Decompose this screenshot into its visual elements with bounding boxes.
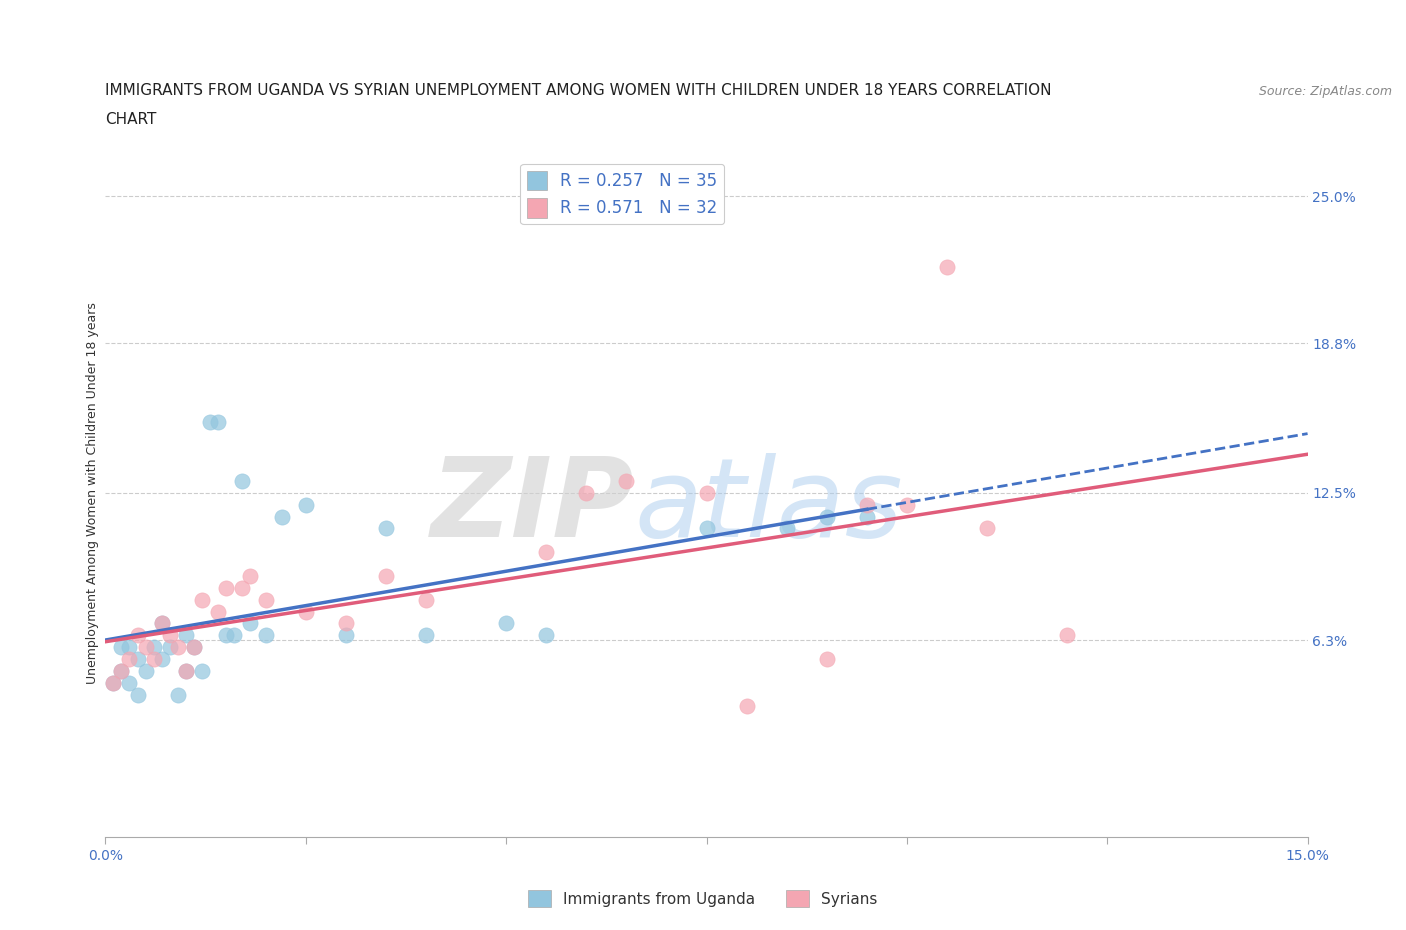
- Point: [198, 414, 221, 429]
- Point: [118, 675, 141, 690]
- Text: Source: ZipAtlas.com: Source: ZipAtlas.com: [1258, 85, 1392, 98]
- Legend: R = 0.257   N = 35, R = 0.571   N = 32: R = 0.257 N = 35, R = 0.571 N = 32: [520, 164, 724, 224]
- Point: [174, 628, 197, 643]
- Point: [174, 663, 197, 678]
- Point: [150, 616, 173, 631]
- Point: [166, 640, 188, 655]
- Point: [534, 628, 557, 643]
- Point: [735, 699, 758, 714]
- Point: [222, 628, 245, 643]
- Point: [110, 640, 132, 655]
- Point: [166, 687, 188, 702]
- Point: [415, 592, 437, 607]
- Point: [142, 652, 165, 667]
- Point: [150, 652, 173, 667]
- Point: [207, 414, 229, 429]
- Point: [415, 628, 437, 643]
- Point: [239, 616, 262, 631]
- Point: [254, 628, 277, 643]
- Point: [214, 628, 236, 643]
- Point: [150, 616, 173, 631]
- Point: [127, 652, 149, 667]
- Point: [159, 640, 181, 655]
- Point: [103, 675, 125, 690]
- Point: [118, 640, 141, 655]
- Point: [142, 640, 165, 655]
- Point: [118, 652, 141, 667]
- Point: [696, 485, 718, 500]
- Point: [174, 663, 197, 678]
- Text: ZIP: ZIP: [430, 453, 634, 560]
- Point: [335, 628, 357, 643]
- Point: [815, 510, 838, 525]
- Text: IMMIGRANTS FROM UGANDA VS SYRIAN UNEMPLOYMENT AMONG WOMEN WITH CHILDREN UNDER 18: IMMIGRANTS FROM UGANDA VS SYRIAN UNEMPLO…: [105, 83, 1052, 98]
- Point: [616, 473, 638, 488]
- Point: [207, 604, 229, 619]
- Point: [936, 260, 959, 275]
- Point: [127, 687, 149, 702]
- Point: [183, 640, 205, 655]
- Point: [270, 510, 292, 525]
- Point: [575, 485, 598, 500]
- Point: [374, 568, 398, 583]
- Point: [855, 510, 877, 525]
- Point: [127, 628, 149, 643]
- Point: [190, 592, 212, 607]
- Point: [110, 663, 132, 678]
- Point: [776, 521, 799, 536]
- Point: [335, 616, 357, 631]
- Point: [295, 604, 318, 619]
- Point: [815, 652, 838, 667]
- Point: [495, 616, 517, 631]
- Point: [1056, 628, 1078, 643]
- Point: [231, 580, 253, 595]
- Y-axis label: Unemployment Among Women with Children Under 18 years: Unemployment Among Women with Children U…: [86, 302, 98, 684]
- Text: atlas: atlas: [634, 453, 903, 560]
- Point: [231, 473, 253, 488]
- Point: [976, 521, 998, 536]
- Point: [534, 545, 557, 560]
- Point: [183, 640, 205, 655]
- Point: [855, 498, 877, 512]
- Point: [110, 663, 132, 678]
- Point: [135, 663, 157, 678]
- Point: [696, 521, 718, 536]
- Point: [214, 580, 236, 595]
- Text: CHART: CHART: [105, 113, 157, 127]
- Point: [103, 675, 125, 690]
- Legend: Immigrants from Uganda, Syrians: Immigrants from Uganda, Syrians: [522, 884, 884, 913]
- Point: [254, 592, 277, 607]
- Point: [239, 568, 262, 583]
- Point: [135, 640, 157, 655]
- Point: [295, 498, 318, 512]
- Point: [190, 663, 212, 678]
- Point: [896, 498, 918, 512]
- Point: [374, 521, 398, 536]
- Point: [159, 628, 181, 643]
